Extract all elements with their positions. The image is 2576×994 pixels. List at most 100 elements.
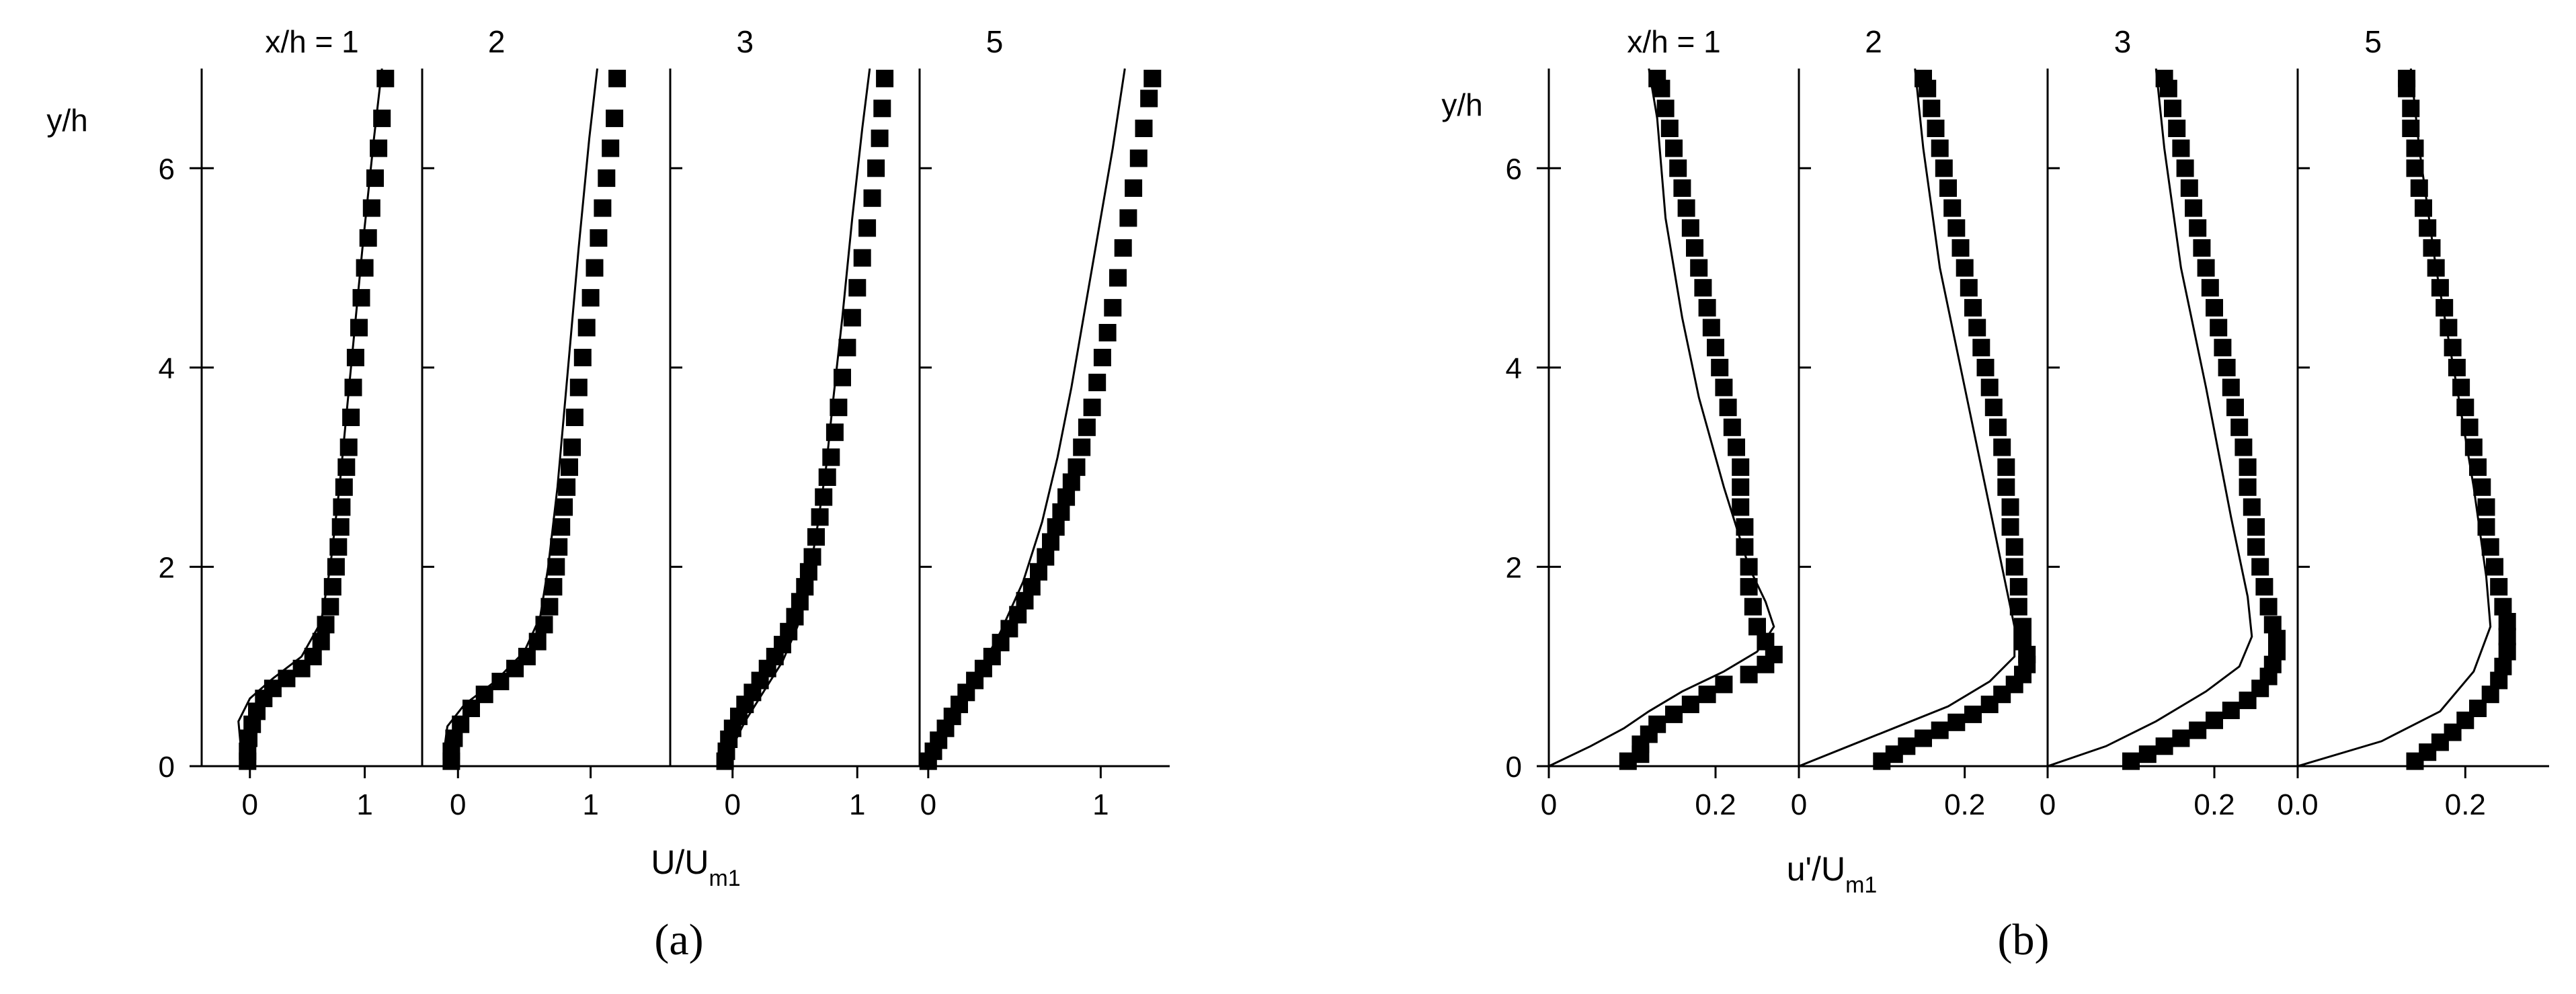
measurement-point bbox=[873, 99, 891, 118]
measurement-point bbox=[1698, 298, 1716, 317]
measurement-point bbox=[356, 259, 374, 277]
measurement-point bbox=[2155, 737, 2173, 755]
measurement-point bbox=[1047, 518, 1065, 536]
measurement-point bbox=[304, 647, 322, 665]
measurement-point bbox=[2243, 498, 2261, 516]
measurement-point bbox=[321, 597, 339, 616]
simulation-line bbox=[2047, 68, 2253, 768]
measurement-point bbox=[561, 458, 578, 477]
measurement-point bbox=[1939, 179, 1957, 197]
measurement-point bbox=[2172, 139, 2190, 157]
measurement-point bbox=[2122, 752, 2140, 770]
measurement-point bbox=[1715, 378, 1733, 397]
measurement-point bbox=[1681, 696, 1699, 714]
measurement-point bbox=[1707, 339, 1724, 357]
measurement-point bbox=[2452, 378, 2470, 397]
x-axis-label-subscript: m1 bbox=[1845, 872, 1877, 898]
y-tick-label: 0 bbox=[1506, 751, 1522, 784]
profile-title: 2 bbox=[488, 24, 506, 59]
y-tick-label: 4 bbox=[1506, 352, 1522, 385]
measurement-point bbox=[2490, 578, 2508, 596]
y-tick-label: 0 bbox=[159, 751, 175, 784]
measurement-point bbox=[1997, 478, 2015, 496]
panel-label: (a) bbox=[654, 915, 703, 964]
measurement-point bbox=[1732, 478, 1750, 496]
measurement-point bbox=[1927, 120, 1945, 137]
measurement-point bbox=[2001, 498, 2019, 516]
measurement-point bbox=[2402, 120, 2420, 137]
profile-title: x/h = 1 bbox=[1627, 24, 1720, 59]
measurement-point bbox=[2206, 711, 2223, 729]
profile-title: 5 bbox=[986, 24, 1004, 59]
measurement-point bbox=[2218, 358, 2236, 376]
measurement-point bbox=[2255, 578, 2273, 596]
measurement-point bbox=[2431, 279, 2449, 297]
measurement-point bbox=[1098, 324, 1117, 341]
measurement-point bbox=[2005, 558, 2023, 576]
measurement-point bbox=[1736, 538, 1754, 556]
measurement-point bbox=[807, 528, 825, 546]
x-tick-label: 1 bbox=[849, 788, 865, 821]
measurement-point bbox=[362, 199, 380, 217]
measurement-point bbox=[550, 538, 568, 556]
measurement-point bbox=[2197, 259, 2215, 277]
measurement-point bbox=[2440, 319, 2458, 337]
measurement-point bbox=[1997, 458, 2015, 477]
profile-title: 2 bbox=[1865, 24, 1882, 59]
profile-title: 5 bbox=[2364, 24, 2382, 59]
measurement-point bbox=[780, 622, 798, 640]
measurement-point bbox=[2477, 498, 2495, 516]
measurement-point bbox=[1728, 438, 1745, 456]
y-tick-label: 6 bbox=[159, 153, 175, 185]
measurement-point bbox=[1114, 239, 1132, 257]
measurement-point bbox=[1052, 503, 1070, 521]
measurement-point bbox=[1964, 705, 1982, 723]
measurement-point bbox=[826, 423, 844, 442]
measurement-point bbox=[359, 229, 377, 247]
measurement-point bbox=[1068, 458, 1086, 477]
measurement-point bbox=[2009, 597, 2027, 616]
profile-title: x/h = 1 bbox=[265, 24, 358, 59]
x-tick-label: 0 bbox=[242, 788, 258, 821]
measurement-point bbox=[1125, 179, 1143, 197]
x-tick-label: 0 bbox=[450, 788, 466, 821]
measurement-point bbox=[2155, 69, 2173, 87]
measurement-point bbox=[1931, 721, 1949, 739]
measurement-point bbox=[475, 686, 493, 704]
measurement-point bbox=[608, 69, 627, 87]
measurement-point bbox=[1135, 120, 1153, 137]
measurement-point bbox=[373, 110, 391, 128]
y-tick-label: 2 bbox=[159, 551, 175, 584]
y-tick-label: 6 bbox=[1506, 153, 1522, 185]
measurement-point bbox=[1694, 279, 1712, 297]
x-tick-label: 0 bbox=[920, 788, 936, 821]
measurement-point bbox=[1673, 179, 1691, 197]
measurement-point bbox=[1748, 618, 1766, 636]
measurement-point bbox=[863, 189, 881, 207]
measurement-point bbox=[2214, 339, 2232, 357]
measurement-point bbox=[2498, 643, 2516, 661]
x-tick-label: 1 bbox=[1092, 788, 1109, 821]
measurement-point bbox=[2469, 458, 2487, 477]
measurement-point bbox=[1960, 279, 1978, 297]
measurement-point bbox=[1030, 563, 1047, 581]
measurement-point bbox=[2444, 339, 2462, 357]
measurement-point bbox=[1744, 597, 1762, 616]
measurement-point bbox=[342, 409, 360, 426]
measurement-point bbox=[830, 399, 848, 417]
measurement-point bbox=[1989, 418, 2007, 436]
measurement-point bbox=[1951, 239, 1970, 257]
measurement-point bbox=[545, 578, 563, 596]
measurement-point bbox=[337, 458, 356, 477]
measurement-point bbox=[535, 616, 553, 634]
measurement-point bbox=[2138, 745, 2157, 763]
measurement-point bbox=[843, 308, 861, 327]
measurement-point bbox=[2464, 438, 2483, 456]
measurement-point bbox=[1935, 159, 1953, 177]
measurement-point bbox=[2481, 538, 2499, 556]
measurement-point bbox=[2427, 259, 2445, 277]
measurement-point bbox=[335, 478, 353, 496]
measurement-point bbox=[2410, 179, 2428, 197]
measurement-point bbox=[1665, 705, 1683, 723]
measurement-point bbox=[2247, 518, 2265, 536]
